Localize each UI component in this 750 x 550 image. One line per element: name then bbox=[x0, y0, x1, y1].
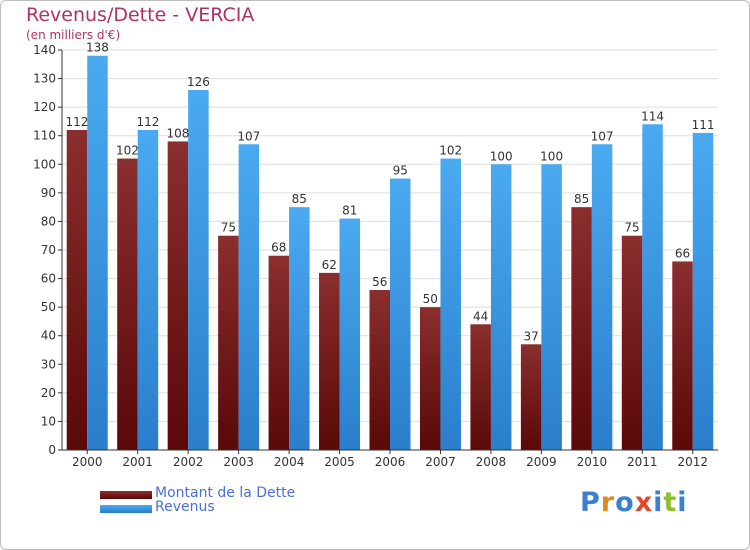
data-label-dette-2000: 112 bbox=[66, 115, 89, 129]
bar-dette-2004 bbox=[268, 255, 290, 450]
bar-dette-2005 bbox=[319, 272, 340, 450]
bar-dette-2010 bbox=[571, 207, 592, 450]
data-label-revenus-2008: 100 bbox=[490, 149, 513, 163]
data-label-dette-2010: 85 bbox=[574, 192, 589, 206]
data-labels: 112 138 102 112 108 126 75 107 68 85 62 81 56 95 50 102… bbox=[66, 41, 715, 344]
y-tick-label: 0 bbox=[48, 443, 56, 457]
data-label-revenus-2004: 85 bbox=[292, 192, 307, 206]
data-label-dette-2002: 108 bbox=[166, 126, 189, 140]
data-label-revenus-2006: 95 bbox=[393, 164, 408, 178]
data-label-revenus-2012: 111 bbox=[692, 118, 715, 132]
logo-letter: o bbox=[615, 487, 635, 518]
bar-revenus-2000 bbox=[87, 55, 108, 450]
x-tick-label-2002: 2002 bbox=[173, 455, 204, 469]
bar-revenus-2007 bbox=[440, 158, 461, 451]
x-tick-label-2010: 2010 bbox=[577, 455, 608, 469]
y-tick-label: 80 bbox=[41, 214, 56, 228]
bar-dette-2008 bbox=[470, 324, 491, 450]
logo-letter: x bbox=[634, 487, 654, 518]
x-tick-label-2001: 2001 bbox=[122, 455, 153, 469]
data-label-dette-2009: 37 bbox=[523, 329, 538, 343]
legend-label-revenus: Revenus bbox=[155, 499, 215, 515]
bar-revenus-2005 bbox=[339, 218, 361, 450]
x-tick-label-2011: 2011 bbox=[627, 455, 658, 469]
bar-dette-2001 bbox=[117, 158, 138, 451]
bar-revenus-2001 bbox=[137, 130, 159, 450]
bar-dette-2003 bbox=[218, 235, 239, 450]
bar-dette-2012 bbox=[672, 261, 693, 450]
data-label-revenus-2010: 107 bbox=[591, 129, 614, 143]
x-tick-label-2004: 2004 bbox=[274, 455, 305, 469]
data-label-dette-2008: 44 bbox=[473, 309, 488, 323]
bar-revenus-2012 bbox=[692, 132, 714, 450]
y-tick-label: 70 bbox=[41, 243, 56, 257]
chart-title: Revenus/Dette - VERCIA bbox=[26, 4, 255, 26]
logo-letter: r bbox=[600, 487, 616, 518]
logo-letter: P bbox=[580, 487, 601, 518]
bar-dette-2011 bbox=[621, 235, 643, 450]
logo-letter: i bbox=[677, 487, 688, 518]
y-tick-label: 50 bbox=[41, 300, 56, 314]
bar-dette-2009 bbox=[520, 344, 542, 450]
y-tick-label: 60 bbox=[41, 272, 56, 286]
bars bbox=[66, 55, 714, 451]
y-tick-label: 120 bbox=[33, 100, 56, 114]
bar-dette-2002 bbox=[167, 141, 189, 450]
y-tick-label: 20 bbox=[41, 386, 56, 400]
bar-revenus-2009 bbox=[541, 164, 562, 451]
legend-swatch-revenus bbox=[100, 505, 152, 513]
chart-subtitle: (en milliers d'€) bbox=[26, 28, 121, 42]
bar-revenus-2003 bbox=[238, 144, 260, 451]
bar-revenus-2006 bbox=[390, 178, 411, 451]
data-label-revenus-2002: 126 bbox=[187, 75, 210, 89]
data-label-dette-2012: 66 bbox=[675, 246, 690, 260]
data-label-revenus-2011: 114 bbox=[641, 109, 664, 123]
data-label-revenus-2001: 112 bbox=[136, 115, 159, 129]
x-tick-label-2012: 2012 bbox=[677, 455, 708, 469]
x-tick-label-2007: 2007 bbox=[425, 455, 456, 469]
bar-revenus-2004 bbox=[289, 207, 310, 450]
bar-dette-2007 bbox=[419, 307, 441, 450]
data-label-revenus-2003: 107 bbox=[237, 129, 260, 143]
data-label-dette-2006: 56 bbox=[372, 275, 387, 289]
y-tick-label: 40 bbox=[41, 329, 56, 343]
bar-revenus-2010 bbox=[591, 144, 613, 451]
y-tick-label: 90 bbox=[41, 186, 56, 200]
bar-dette-2006 bbox=[369, 290, 390, 450]
data-label-dette-2001: 102 bbox=[116, 144, 139, 158]
data-label-dette-2005: 62 bbox=[322, 258, 337, 272]
data-label-dette-2004: 68 bbox=[271, 241, 286, 255]
data-label-dette-2007: 50 bbox=[423, 292, 438, 306]
data-label-revenus-2009: 100 bbox=[540, 149, 563, 163]
data-label-revenus-2000: 138 bbox=[86, 41, 109, 55]
data-label-dette-2003: 75 bbox=[221, 221, 236, 235]
x-tick-label-2009: 2009 bbox=[526, 455, 557, 469]
y-tick-label: 140 bbox=[33, 43, 56, 57]
logo-letter: i bbox=[653, 487, 664, 518]
y-tick-label: 110 bbox=[33, 129, 56, 143]
bar-dette-2000 bbox=[66, 130, 88, 450]
y-tick-label: 10 bbox=[41, 414, 56, 428]
data-label-revenus-2007: 102 bbox=[439, 144, 462, 158]
x-tick-label-2000: 2000 bbox=[72, 455, 103, 469]
logo-letter: t bbox=[663, 487, 678, 518]
legend-label-dette: Montant de la Dette bbox=[155, 485, 296, 501]
data-label-revenus-2005: 81 bbox=[342, 204, 357, 218]
y-tick-label: 130 bbox=[33, 72, 56, 86]
data-label-dette-2011: 75 bbox=[624, 221, 639, 235]
proxiti-logo: Proxiti bbox=[580, 487, 688, 518]
bar-revenus-2011 bbox=[642, 124, 663, 451]
bar-revenus-2008 bbox=[490, 164, 512, 451]
x-tick-label-2003: 2003 bbox=[223, 455, 254, 469]
bar-revenus-2002 bbox=[188, 90, 209, 450]
axes: 0 10 20 30 40 50 60 70 80 90 100 110 120 130 140 2000 20… bbox=[33, 43, 718, 469]
x-tick-label-2005: 2005 bbox=[324, 455, 355, 469]
y-tick-label: 100 bbox=[33, 157, 56, 171]
y-tick-label: 30 bbox=[41, 357, 56, 371]
legend-swatch-dette bbox=[100, 491, 152, 499]
x-tick-label-2008: 2008 bbox=[476, 455, 507, 469]
x-tick-label-2006: 2006 bbox=[375, 455, 406, 469]
